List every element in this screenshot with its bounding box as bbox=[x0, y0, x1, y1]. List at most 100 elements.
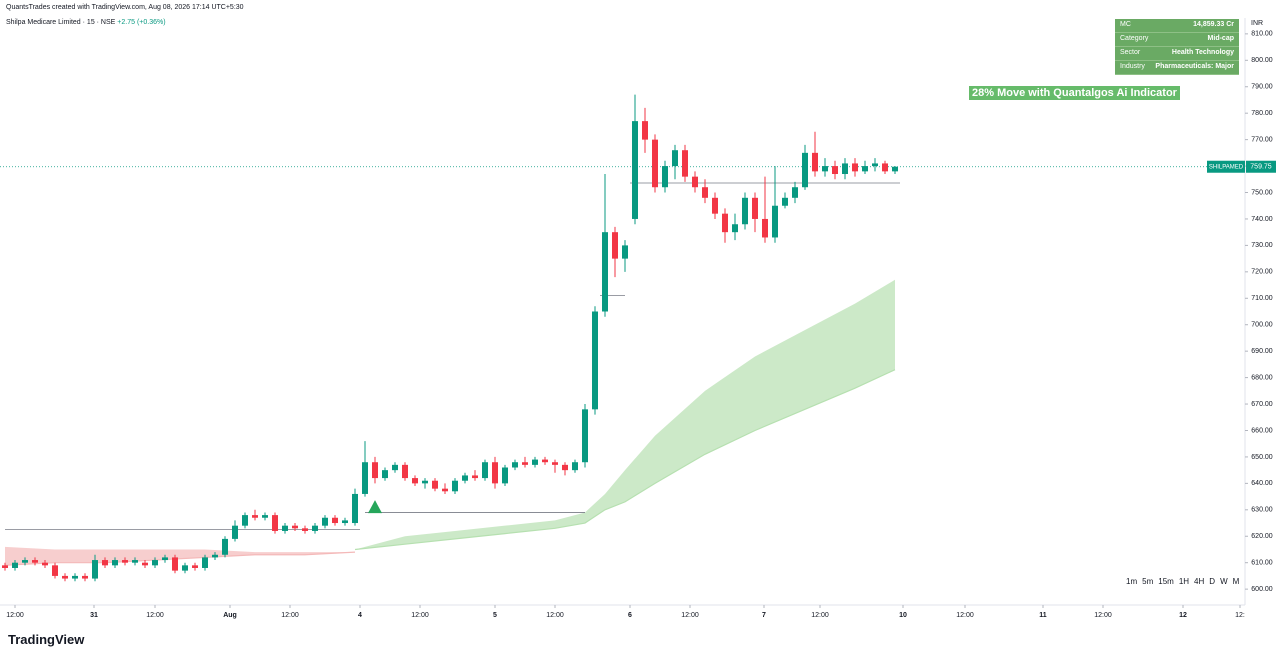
info-key: Sector bbox=[1120, 49, 1141, 56]
candle-body bbox=[182, 565, 188, 571]
candle-body bbox=[772, 205, 778, 238]
candle-body bbox=[342, 520, 348, 524]
candle-body bbox=[682, 150, 688, 177]
candle-body bbox=[482, 462, 488, 479]
signal-marker bbox=[368, 500, 382, 514]
timeframe-button[interactable]: 1H bbox=[1178, 577, 1190, 586]
x-tick-label: 12 bbox=[1179, 612, 1187, 619]
info-value: 14,859.33 Cr bbox=[1193, 21, 1234, 28]
candle-body bbox=[402, 464, 408, 479]
candle-body bbox=[412, 478, 418, 484]
y-tick-label: 810.00 bbox=[1251, 31, 1273, 38]
candle-body bbox=[452, 480, 458, 492]
candle-body bbox=[582, 409, 588, 463]
candle-body bbox=[152, 560, 158, 566]
candle-body bbox=[612, 232, 618, 259]
candle-body bbox=[832, 166, 838, 175]
last-price-tag: SHILPAMED 759.75 bbox=[1207, 160, 1276, 173]
candle-body bbox=[752, 197, 758, 219]
candle-body bbox=[742, 197, 748, 225]
last-price-name-bg bbox=[1207, 160, 1245, 173]
y-tick-label: 660.00 bbox=[1251, 427, 1273, 434]
timeframe-button[interactable]: M bbox=[1232, 577, 1240, 586]
candle-body bbox=[652, 139, 658, 188]
info-value: Health Technology bbox=[1171, 49, 1234, 56]
candle-body bbox=[292, 525, 298, 529]
timeframes: 1m 5m 15m 1H 4H D W M bbox=[1126, 577, 1239, 586]
info-row: Category Mid-cap bbox=[1115, 33, 1239, 47]
candle-body bbox=[392, 464, 398, 471]
candle-body bbox=[122, 560, 128, 563]
info-table: MC 14,859.33 Cr Category Mid-cap Sector Healt… bbox=[1115, 19, 1239, 75]
y-tick-label: 640.00 bbox=[1251, 480, 1273, 487]
candle-body bbox=[862, 166, 868, 172]
last-price-value-bg bbox=[1246, 160, 1276, 173]
candle-body bbox=[52, 565, 58, 576]
candle-body bbox=[322, 517, 328, 526]
x-tick-label: 11 bbox=[1039, 612, 1047, 619]
credit: QuantsTrades created with TradingView.co… bbox=[6, 4, 244, 11]
x-tick-label: 12:00 bbox=[146, 612, 164, 619]
x-tick-label: 12:00 bbox=[411, 612, 429, 619]
y-tick-label: 740.00 bbox=[1251, 216, 1273, 223]
candle-body bbox=[692, 176, 698, 188]
candle-body bbox=[142, 562, 148, 566]
candle-body bbox=[132, 560, 138, 563]
timeframe-button[interactable]: D bbox=[1209, 577, 1216, 586]
timeframe-button[interactable]: 1m bbox=[1126, 577, 1138, 586]
timeframe-button[interactable]: 4H bbox=[1194, 577, 1205, 586]
y-tick-label: 650.00 bbox=[1251, 454, 1273, 461]
band-fill bbox=[355, 279, 895, 550]
candle-body bbox=[12, 562, 18, 568]
timeframe-button[interactable]: 15m bbox=[1158, 577, 1174, 586]
candle-body bbox=[642, 121, 648, 140]
x-tick-label: 6 bbox=[628, 612, 632, 619]
y-tick-label: 800.00 bbox=[1251, 57, 1273, 64]
candle-body bbox=[892, 166, 898, 172]
candle-body bbox=[852, 163, 858, 172]
candle-body bbox=[662, 166, 668, 188]
timeframe-button[interactable]: W bbox=[1220, 577, 1228, 586]
info-value: Pharmaceuticals: Major bbox=[1155, 63, 1234, 70]
y-tick-label: 780.00 bbox=[1251, 110, 1273, 117]
candle-body bbox=[382, 470, 388, 479]
candle-body bbox=[112, 560, 118, 566]
candle-body bbox=[1, 565, 8, 568]
candle-body bbox=[572, 462, 578, 471]
y-tick-label: 750.00 bbox=[1251, 189, 1273, 196]
candle-body bbox=[792, 187, 798, 198]
info-row: MC 14,859.33 Cr bbox=[1115, 19, 1239, 33]
candle-body bbox=[702, 187, 708, 198]
candle-body bbox=[672, 150, 678, 167]
candle-body bbox=[442, 488, 448, 492]
candle-body bbox=[422, 480, 428, 484]
y-tick-label: 710.00 bbox=[1251, 295, 1273, 302]
x-tick-label: 31 bbox=[90, 612, 98, 619]
candle-body bbox=[92, 560, 98, 579]
candle-body bbox=[782, 197, 788, 206]
candle-body bbox=[42, 562, 48, 566]
candle-body bbox=[712, 197, 718, 214]
currency: INR bbox=[1251, 20, 1264, 27]
y-tick-label: 620.00 bbox=[1251, 533, 1273, 540]
symbol-row: Shilpa Medicare Limited · 15 · NSE +2.75… bbox=[6, 19, 166, 26]
timeframe-button[interactable]: 5m bbox=[1142, 577, 1154, 586]
candle-body bbox=[62, 575, 68, 579]
candle-body bbox=[512, 462, 518, 468]
info-value: Mid-cap bbox=[1207, 35, 1234, 42]
candle-body bbox=[302, 528, 308, 531]
candle-body bbox=[32, 560, 38, 563]
candle-body bbox=[242, 515, 248, 526]
x-tick-label: 12: bbox=[1235, 612, 1245, 619]
candle-body bbox=[272, 515, 278, 531]
candle-body bbox=[312, 525, 318, 531]
candle-body bbox=[372, 462, 378, 479]
candle-body bbox=[502, 467, 508, 484]
x-tick-label: 5 bbox=[493, 612, 497, 619]
y-tick-label: 680.00 bbox=[1251, 374, 1273, 381]
y-tick-label: 770.00 bbox=[1251, 136, 1273, 143]
candle-body bbox=[622, 245, 628, 259]
x-tick-label: Aug bbox=[223, 612, 237, 619]
